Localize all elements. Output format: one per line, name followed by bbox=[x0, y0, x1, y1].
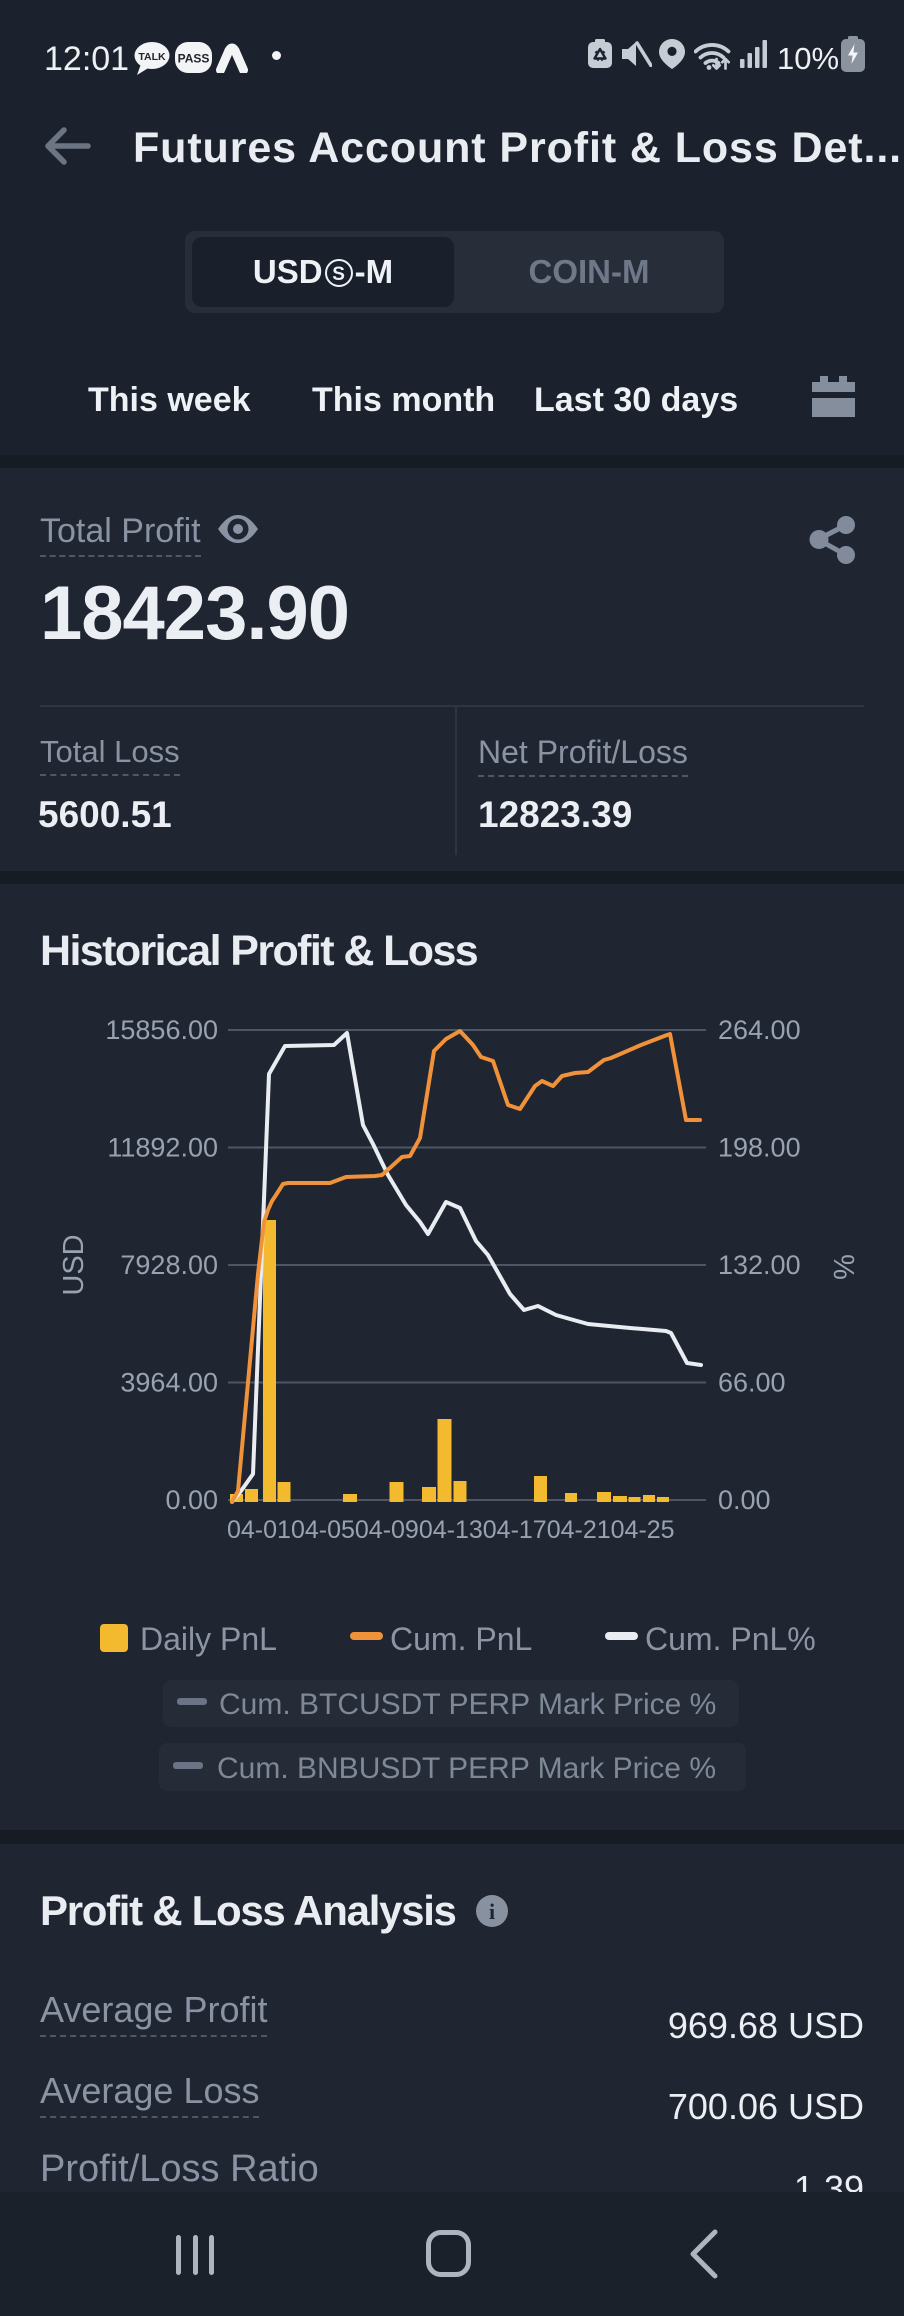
svg-text:USD: USD bbox=[58, 1234, 90, 1295]
svg-text:04-0104-0504-0904-1304-1704-21: 04-0104-0504-0904-1304-1704-2104-25 bbox=[227, 1516, 675, 1544]
svg-text:7928.00: 7928.00 bbox=[120, 1250, 218, 1280]
svg-text:11892.00: 11892.00 bbox=[107, 1133, 218, 1163]
svg-text:3964.00: 3964.00 bbox=[120, 1368, 218, 1398]
svg-text:198.00: 198.00 bbox=[718, 1133, 801, 1163]
svg-text:0.00: 0.00 bbox=[718, 1485, 771, 1515]
svg-text:132.00: 132.00 bbox=[718, 1250, 801, 1280]
svg-text:66.00: 66.00 bbox=[718, 1368, 786, 1398]
svg-text:TALK: TALK bbox=[138, 51, 166, 63]
svg-text:PASS: PASS bbox=[178, 52, 210, 66]
svg-text:%: % bbox=[829, 1254, 861, 1280]
svg-text:0.00: 0.00 bbox=[165, 1485, 218, 1515]
svg-text:15856.00: 15856.00 bbox=[105, 1015, 218, 1045]
svg-text:264.00: 264.00 bbox=[718, 1015, 801, 1045]
